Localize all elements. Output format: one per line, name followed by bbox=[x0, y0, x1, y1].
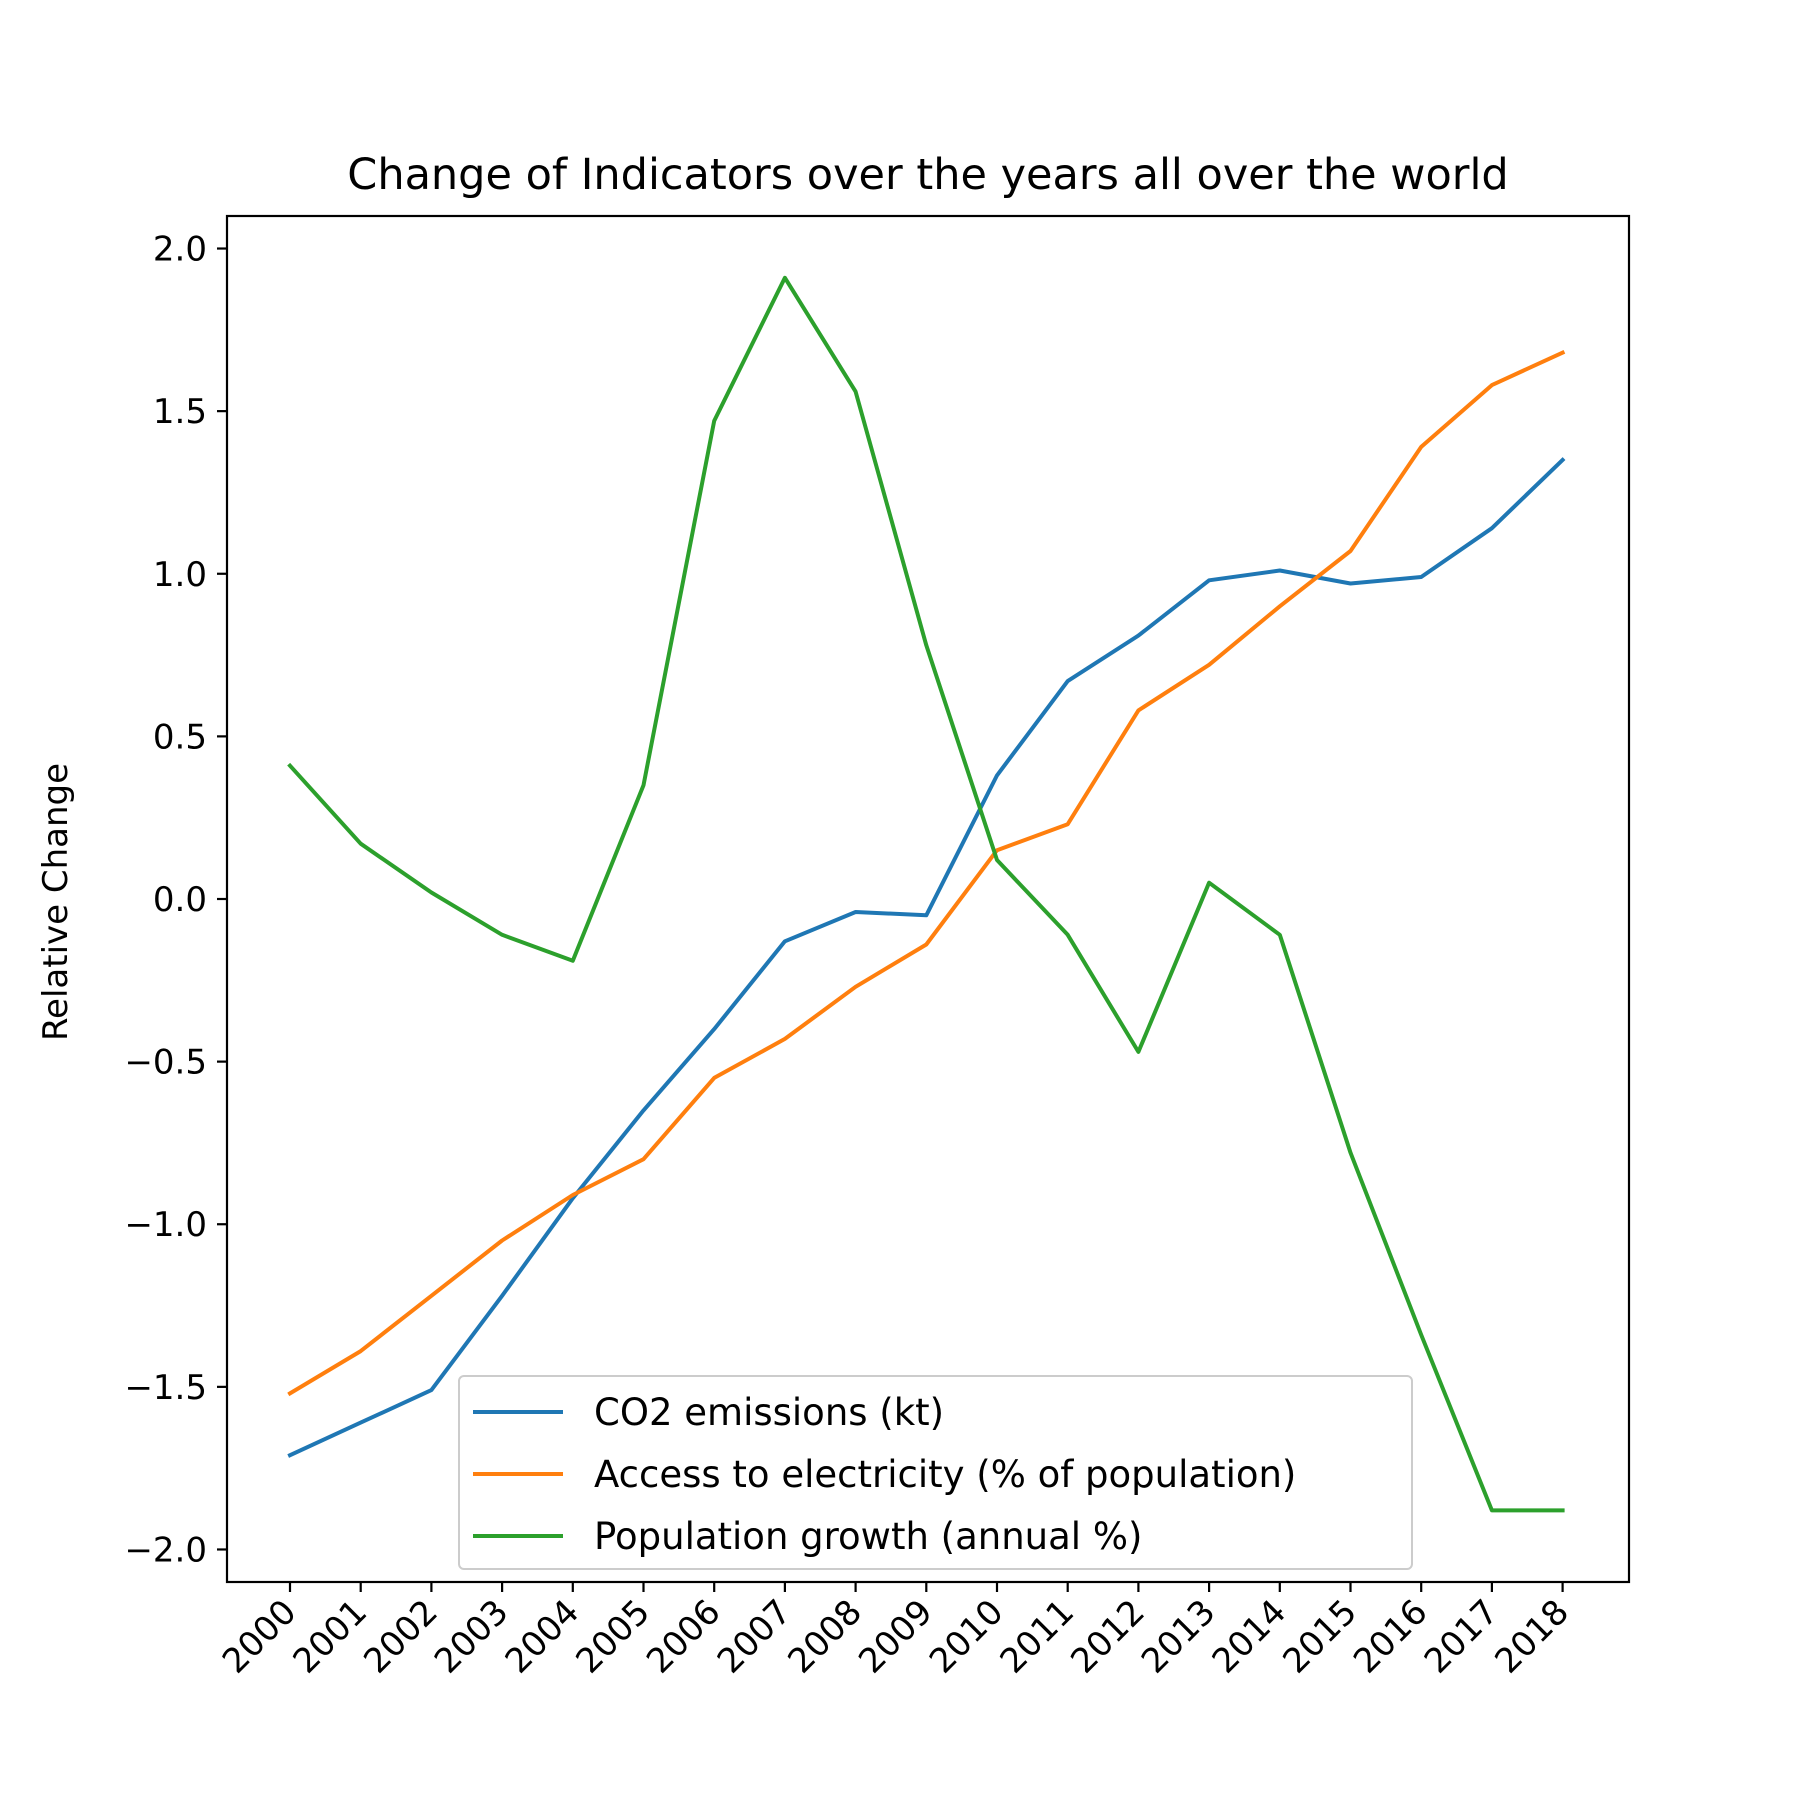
x-tick-label: 2001 bbox=[286, 1592, 375, 1681]
x-tick-label: 2002 bbox=[356, 1592, 445, 1681]
x-tick-label: 2004 bbox=[498, 1592, 587, 1681]
x-tick-label: 2008 bbox=[780, 1592, 869, 1681]
x-tick-label: 2003 bbox=[427, 1592, 516, 1681]
x-tick-label: 2012 bbox=[1063, 1592, 1152, 1681]
y-tick-label: 2.0 bbox=[153, 230, 207, 270]
series-line-2 bbox=[287, 349, 1566, 1397]
x-tick-label: 2018 bbox=[1487, 1592, 1576, 1681]
legend-label-1: CO2 emissions (kt) bbox=[594, 1391, 944, 1434]
y-tick-label: −1.5 bbox=[124, 1368, 207, 1408]
y-tick-label: 1.0 bbox=[153, 555, 207, 595]
x-tick-label: 2010 bbox=[922, 1592, 1011, 1681]
series-line-3 bbox=[287, 275, 1565, 1513]
x-tick-label: 2016 bbox=[1346, 1592, 1435, 1681]
legend-label-3: Population growth (annual %) bbox=[594, 1515, 1142, 1558]
x-tick-label: 2007 bbox=[710, 1592, 799, 1681]
x-tick-label: 2013 bbox=[1134, 1592, 1223, 1681]
y-axis-label: Relative Change bbox=[36, 763, 76, 1041]
legend: CO2 emissions (kt) Access to electricity … bbox=[458, 1375, 1413, 1570]
y-axis: −2.0 −1.5 −1.0 −0.5 0.0 0.5 1.0 1.5 2.0 bbox=[124, 230, 227, 1570]
x-tick-label: 2005 bbox=[568, 1592, 657, 1681]
series-layer bbox=[287, 275, 1566, 1513]
y-tick-label: 0.0 bbox=[153, 880, 207, 920]
x-tick-label: 2015 bbox=[1275, 1592, 1364, 1681]
legend-label-2: Access to electricity (% of population) bbox=[594, 1453, 1296, 1496]
y-tick-label: −1.0 bbox=[124, 1205, 207, 1245]
x-tick-label: 2011 bbox=[993, 1592, 1082, 1681]
y-tick-label: 0.5 bbox=[153, 717, 207, 757]
legend-box bbox=[458, 1375, 1413, 1570]
chart-title: Change of Indicators over the years all … bbox=[347, 150, 1508, 200]
x-tick-label: 2009 bbox=[851, 1592, 940, 1681]
y-tick-label: −0.5 bbox=[124, 1043, 207, 1083]
x-axis: 2000200120022003200420052006200720082009… bbox=[215, 1582, 1577, 1682]
x-tick-label: 2006 bbox=[639, 1592, 728, 1681]
x-tick-label: 2000 bbox=[215, 1592, 304, 1681]
x-tick-label: 2014 bbox=[1205, 1592, 1294, 1681]
y-tick-label: −2.0 bbox=[124, 1530, 207, 1570]
series-line-1 bbox=[287, 457, 1566, 1458]
y-tick-label: 1.5 bbox=[153, 392, 207, 432]
x-tick-label: 2017 bbox=[1417, 1592, 1506, 1681]
